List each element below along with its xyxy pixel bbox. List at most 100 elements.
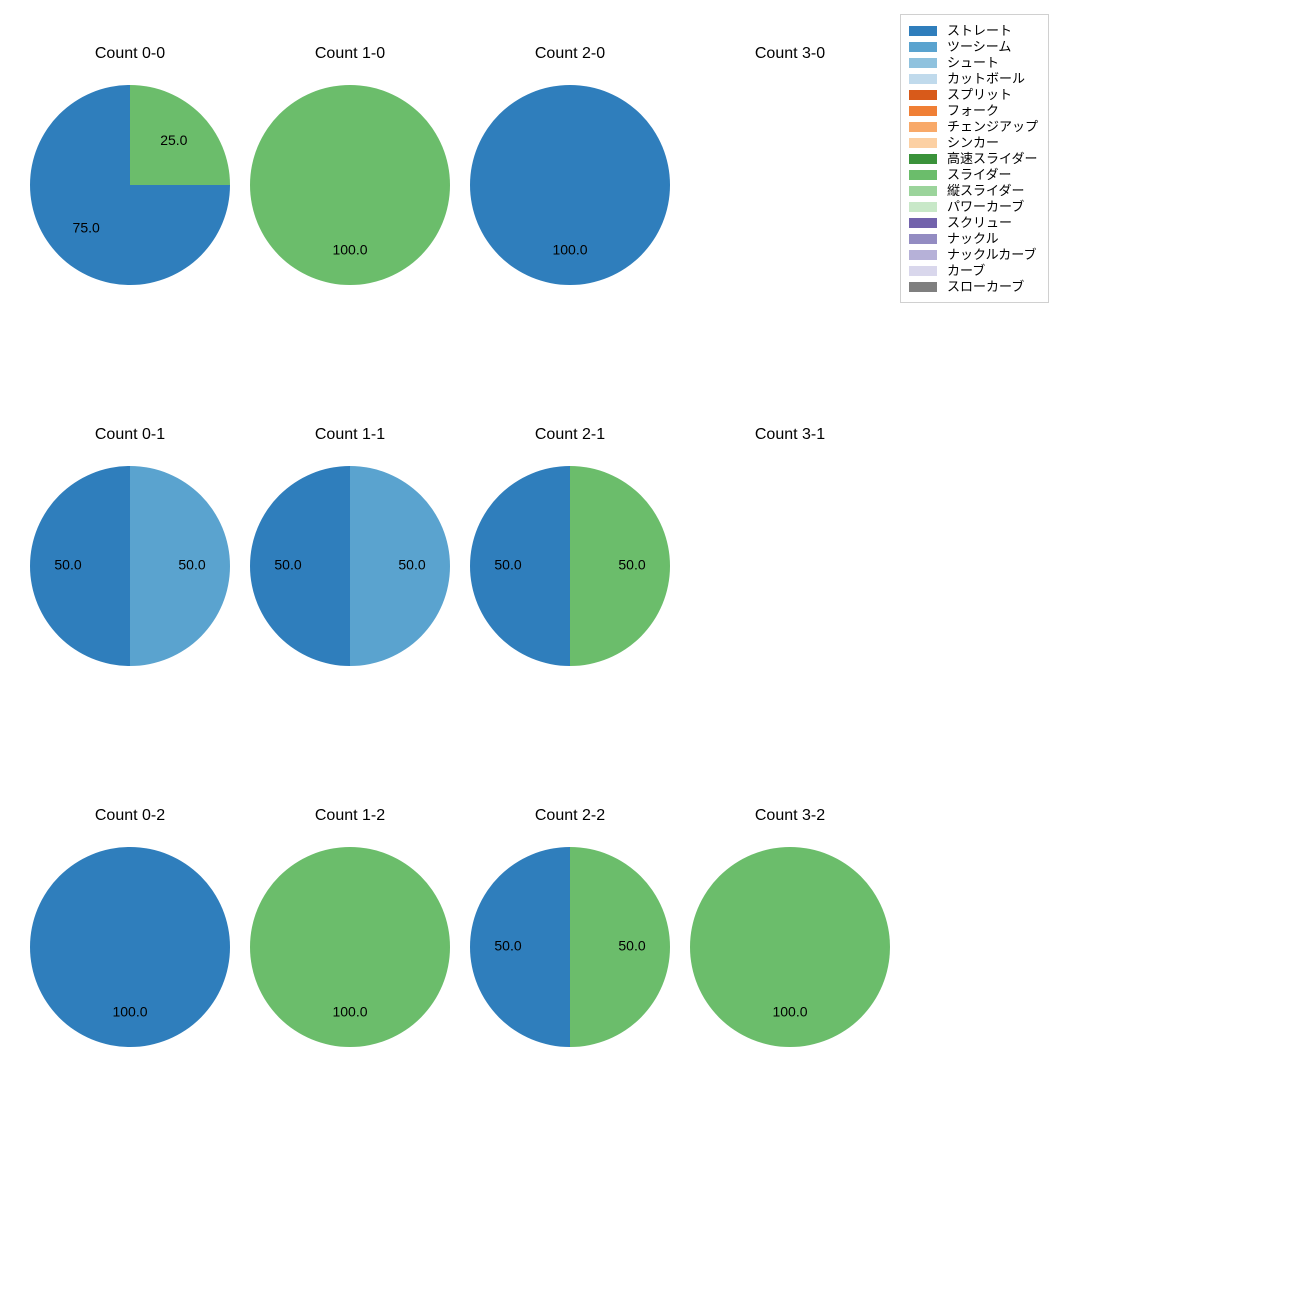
pie-chart: 100.0 [30, 847, 230, 1047]
legend-label: ツーシーム [947, 40, 1011, 53]
slice-label: 100.0 [552, 242, 587, 258]
legend-row: パワーカーブ [909, 200, 1038, 213]
legend-label: ナックル [947, 232, 999, 245]
pie-panel: Count 1-1 50.0 50.0 [240, 426, 460, 776]
pie-panel: Count 0-1 50.0 50.0 [20, 426, 240, 776]
slice-label: 50.0 [54, 557, 81, 573]
legend-swatch [909, 42, 937, 52]
legend-row: ストレート [909, 24, 1038, 37]
panel-title: Count 2-1 [460, 426, 680, 444]
pie-panel: Count 3-2 100.0 [680, 807, 900, 1157]
pie-panel: Count 3-1 [680, 426, 900, 776]
pie-chart: 75.0 25.0 [30, 85, 230, 285]
pie-wrap: 75.0 25.0 [30, 85, 230, 285]
legend-swatch [909, 58, 937, 68]
panel-title: Count 0-2 [20, 807, 240, 825]
legend-label: チェンジアップ [947, 120, 1038, 133]
slice-label: 50.0 [494, 557, 521, 573]
legend-label: ストレート [947, 24, 1012, 37]
pie-chart: 50.0 50.0 [470, 847, 670, 1047]
legend-row: チェンジアップ [909, 120, 1038, 133]
pie-wrap: 50.0 50.0 [470, 466, 670, 666]
pie-wrap: 100.0 [690, 847, 890, 1047]
pie-panel: Count 0-2 100.0 [20, 807, 240, 1157]
pie-chart: 50.0 50.0 [30, 466, 230, 666]
panel-title: Count 1-1 [240, 426, 460, 444]
pie-panel: Count 1-0 100.0 [240, 45, 460, 395]
legend-label: シュート [947, 56, 999, 69]
legend-label: スライダー [947, 168, 1011, 181]
legend-label: 高速スライダー [947, 152, 1037, 165]
pie-panel: Count 1-2100.0 [240, 807, 460, 1157]
legend-swatch [909, 186, 937, 196]
legend: ストレートツーシームシュートカットボールスプリットフォークチェンジアップシンカー… [900, 14, 1049, 303]
legend-row: フォーク [909, 104, 1038, 117]
legend-swatch [909, 234, 937, 244]
slice-label: 100.0 [772, 1004, 807, 1020]
legend-label: スローカーブ [947, 280, 1024, 293]
slice-label: 100.0 [332, 242, 367, 258]
legend-swatch [909, 170, 937, 180]
legend-row: ツーシーム [909, 40, 1038, 53]
pie-chart: 50.0 50.0 [250, 466, 450, 666]
legend-label: カットボール [947, 72, 1025, 85]
pie-panel: Count 0-0 75.0 25.0 [20, 45, 240, 395]
pie-chart: 100.0 [690, 847, 890, 1047]
legend-row: カットボール [909, 72, 1038, 85]
pie-wrap: 100.0 [250, 85, 450, 285]
pie-wrap: 50.0 50.0 [470, 847, 670, 1047]
legend-label: 縦スライダー [947, 184, 1024, 197]
slice-label: 50.0 [494, 938, 521, 954]
legend-label: シンカー [947, 136, 999, 149]
legend-row: スプリット [909, 88, 1038, 101]
legend-row: 縦スライダー [909, 184, 1038, 197]
legend-row: スクリュー [909, 216, 1038, 229]
slice-label: 50.0 [274, 557, 301, 573]
slice-label: 50.0 [618, 938, 645, 954]
legend-swatch [909, 282, 937, 292]
legend-row: シンカー [909, 136, 1038, 149]
pie-wrap: 50.0 50.0 [250, 466, 450, 666]
slice-label: 100.0 [332, 1004, 367, 1020]
legend-label: ナックルカーブ [947, 248, 1036, 261]
panel-title: Count 0-1 [20, 426, 240, 444]
legend-swatch [909, 202, 937, 212]
legend-row: ナックル [909, 232, 1038, 245]
panel-title: Count 3-1 [680, 426, 900, 444]
legend-row: スローカーブ [909, 280, 1038, 293]
pie-panel: Count 2-2 50.0 50.0 [460, 807, 680, 1157]
panel-title: Count 3-0 [680, 45, 900, 63]
panel-title: Count 3-2 [680, 807, 900, 825]
panel-title: Count 2-2 [460, 807, 680, 825]
legend-label: カーブ [947, 264, 985, 277]
legend-swatch [909, 266, 937, 276]
legend-row: ナックルカーブ [909, 248, 1038, 261]
panel-title: Count 0-0 [20, 45, 240, 63]
pie-panel: Count 2-0 100.0 [460, 45, 680, 395]
panel-title: Count 1-0 [240, 45, 460, 63]
slice-label: 75.0 [73, 220, 100, 236]
slice-label: 50.0 [398, 557, 425, 573]
legend-row: カーブ [909, 264, 1038, 277]
legend-label: スクリュー [947, 216, 1012, 229]
pie-wrap: 100.0 [250, 847, 450, 1047]
slice-label: 50.0 [618, 557, 645, 573]
legend-label: フォーク [947, 104, 999, 117]
legend-swatch [909, 90, 937, 100]
legend-row: 高速スライダー [909, 152, 1038, 165]
panel-title: Count 2-0 [460, 45, 680, 63]
pie-wrap: 100.0 [30, 847, 230, 1047]
legend-label: パワーカーブ [947, 200, 1024, 213]
slice-label: 50.0 [178, 557, 205, 573]
legend-label: スプリット [947, 88, 1012, 101]
legend-swatch [909, 218, 937, 228]
legend-swatch [909, 26, 937, 36]
legend-swatch [909, 122, 937, 132]
slice-label: 100.0 [112, 1004, 147, 1020]
pie-chart: 50.0 50.0 [470, 466, 670, 666]
pie-chart: 100.0 [470, 85, 670, 285]
legend-row: スライダー [909, 168, 1038, 181]
pie-chart: 100.0 [250, 847, 450, 1047]
pie-panel: Count 2-1 50.0 50.0 [460, 426, 680, 776]
slice-label: 25.0 [160, 132, 187, 148]
